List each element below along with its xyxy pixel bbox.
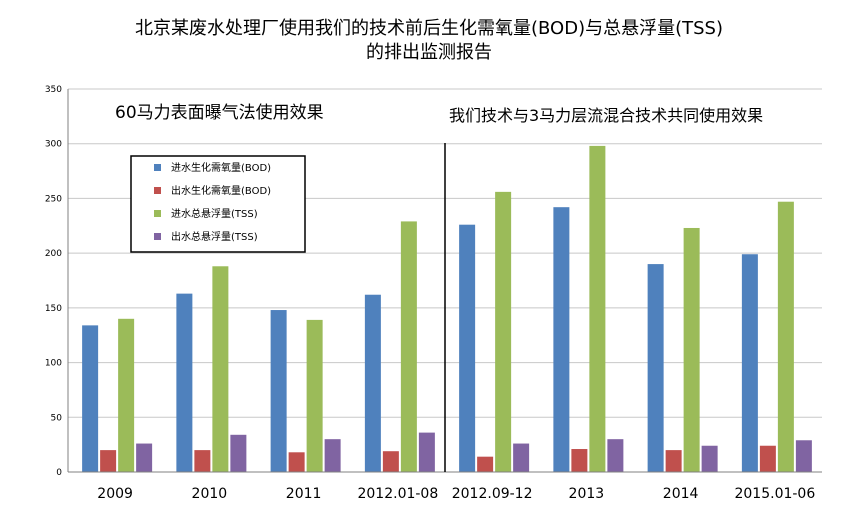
bar <box>136 443 153 472</box>
bar <box>647 264 664 472</box>
bar <box>607 439 624 472</box>
bar <box>477 456 494 472</box>
bar <box>418 432 435 472</box>
legend-swatch <box>154 233 161 240</box>
annotation-period-1: 60马力表面曝气法使用效果 <box>115 102 324 123</box>
y-tick-label: 50 <box>51 413 63 423</box>
bar <box>306 319 323 472</box>
bar <box>288 452 305 472</box>
bar <box>589 145 606 472</box>
x-tick-label: 2015.01-06 <box>734 486 815 502</box>
y-tick-label: 100 <box>45 359 62 369</box>
y-tick-label: 300 <box>45 140 62 150</box>
y-tick-label: 0 <box>56 468 62 478</box>
legend-swatch <box>154 210 161 217</box>
legend-label: 出水总悬浮量(TSS) <box>171 230 258 243</box>
bar <box>795 440 812 472</box>
legend-label: 进水总悬浮量(TSS) <box>171 207 258 220</box>
bar <box>759 445 776 472</box>
bar <box>553 207 570 472</box>
bar <box>176 293 193 472</box>
bar <box>212 266 229 472</box>
chart-title-line-2: 的排出监测报告 <box>366 42 492 63</box>
bar <box>230 434 247 472</box>
bar-layer <box>82 145 812 472</box>
bar <box>82 325 99 472</box>
chart-title-line-1: 北京某废水处理厂使用我们的技术前后生化需氧量(BOD)与总悬浮量(TSS) <box>135 18 723 39</box>
bar <box>571 449 588 472</box>
bar <box>100 450 117 472</box>
bar <box>118 318 135 472</box>
y-tick-label: 350 <box>45 85 62 95</box>
bar <box>270 310 287 472</box>
legend-swatch <box>154 164 161 171</box>
bar <box>459 224 476 472</box>
x-tick-label: 2012.01-08 <box>357 486 438 502</box>
x-tick-label: 2012.09-12 <box>452 486 533 502</box>
bar <box>777 201 794 472</box>
bar <box>400 221 417 472</box>
y-tick-label: 200 <box>45 249 62 259</box>
axis-layer: 0 50 100 150 200 250 300 350 2009 2010 2011 2012.01… <box>45 85 822 502</box>
x-tick-label: 2014 <box>663 486 699 502</box>
annotation-layer: 60马力表面曝气法使用效果 我们技术与3马力层流混合技术共同使用效果 <box>115 102 763 125</box>
bar <box>513 443 530 472</box>
legend-swatch <box>154 187 161 194</box>
x-tick-label: 2010 <box>192 486 228 502</box>
bar <box>683 227 700 472</box>
bar <box>364 294 381 472</box>
legend: 进水生化需氧量(BOD) 出水生化需氧量(BOD) 进水总悬浮量(TSS) 出水总悬浮… <box>130 155 306 253</box>
y-tick-label: 250 <box>45 194 62 204</box>
x-tick-label: 2013 <box>569 486 605 502</box>
annotation-period-2: 我们技术与3马力层流混合技术共同使用效果 <box>449 106 763 125</box>
bar <box>382 451 399 472</box>
bar <box>665 450 682 472</box>
bar <box>741 254 758 472</box>
x-tick-label: 2009 <box>97 486 133 502</box>
bar <box>194 450 211 472</box>
bar <box>701 445 718 472</box>
legend-label: 出水生化需氧量(BOD) <box>171 184 271 197</box>
bar <box>324 439 341 472</box>
legend-label: 进水生化需氧量(BOD) <box>171 161 271 174</box>
y-tick-label: 150 <box>45 304 62 314</box>
bar <box>495 191 512 472</box>
x-tick-label: 2011 <box>286 486 322 502</box>
